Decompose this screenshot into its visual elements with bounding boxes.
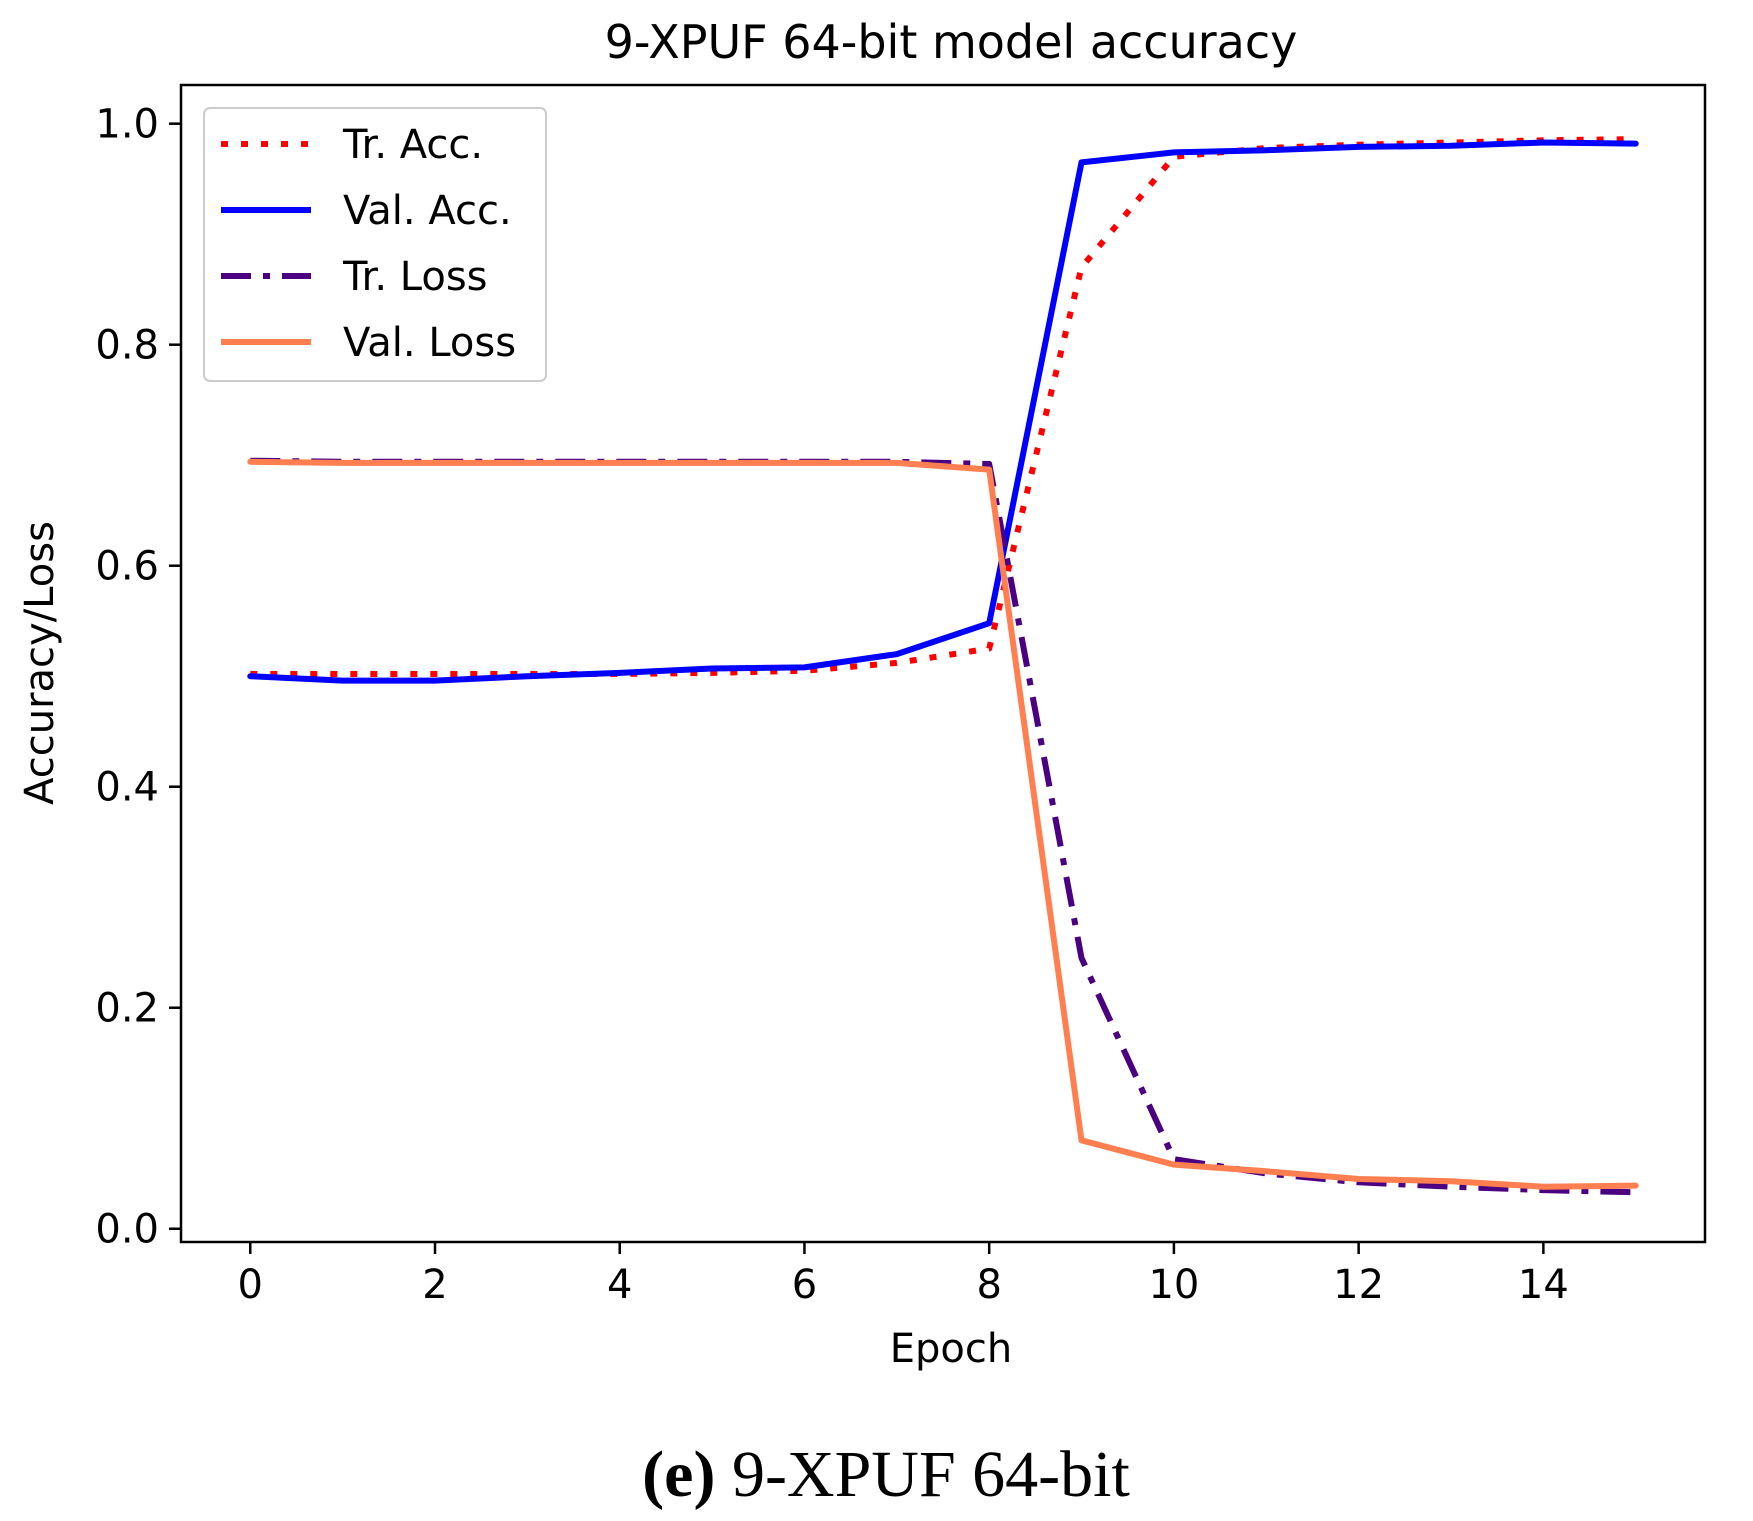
y-tick-label: 0.6 [95,544,159,590]
legend-label-tr-loss: Tr. Loss [342,254,488,300]
y-tick-label: 1.0 [95,102,159,148]
y-axis-label: Accuracy/Loss [17,521,63,805]
x-axis-label: Epoch [890,1326,1012,1372]
series-line-val-loss [247,458,1639,1190]
x-tick-label: 6 [792,1262,817,1308]
x-axis: 0 2 4 6 8 10 12 14 [238,1242,1569,1308]
caption-label: (e) [642,1438,715,1511]
series-layer [247,136,1639,1196]
legend-box [203,107,547,382]
y-axis: 0.0 0.2 0.4 0.6 0.8 1.0 [95,102,181,1253]
caption-text: 9-XPUF 64-bit [715,1438,1129,1511]
chart-title: 9-XPUF 64-bit model accuracy [605,15,1298,69]
legend: Tr. Acc. Val. Acc. Tr. Loss Val. Loss [203,107,547,382]
x-tick-label: 14 [1518,1262,1569,1308]
x-tick-label: 12 [1333,1262,1384,1308]
x-tick-label: 0 [238,1262,263,1308]
series-line-tr-loss [250,457,1636,1196]
x-tick-label: 2 [422,1262,447,1308]
plot-area [179,83,1707,1244]
y-tick-label: 0.0 [95,1207,159,1253]
y-tick-label: 0.4 [95,765,159,811]
y-tick-label: 0.2 [95,986,159,1032]
x-tick-label: 10 [1148,1262,1199,1308]
y-tick-label: 0.8 [95,323,159,369]
legend-label-val-loss: Val. Loss [343,320,516,366]
x-tick-label: 4 [607,1262,632,1308]
legend-label-tr-acc: Tr. Acc. [342,122,483,168]
caption: (e) 9-XPUF 64-bit [642,1438,1130,1511]
axes-frame [179,83,1707,1244]
series-line-val-acc [247,139,1639,684]
legend-entries: Tr. Acc. Val. Acc. Tr. Loss Val. Loss [221,122,516,366]
legend-label-val-acc: Val. Acc. [343,188,512,234]
x-tick-label: 8 [976,1262,1001,1308]
